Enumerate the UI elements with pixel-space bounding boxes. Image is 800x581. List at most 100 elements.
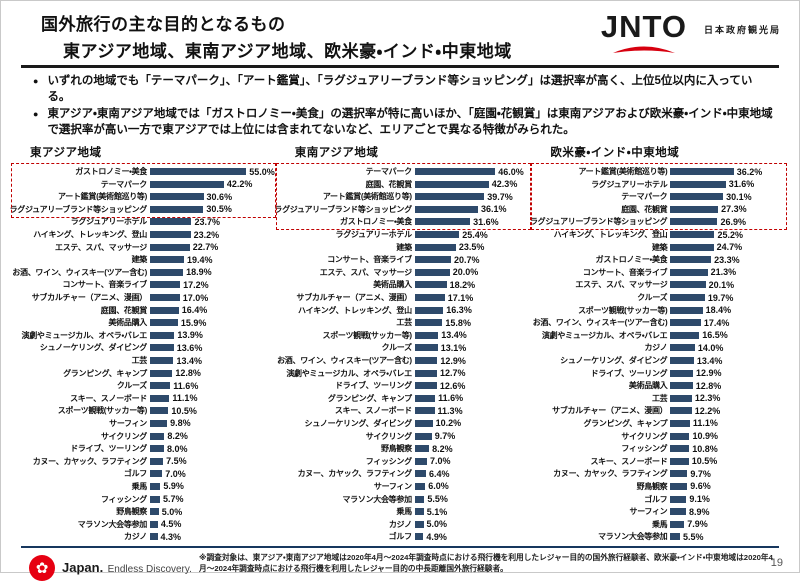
value-label: 26.9% [720, 216, 746, 227]
bar [150, 268, 184, 276]
category-label: 建築 [396, 242, 412, 252]
value-label: 12.3% [694, 393, 721, 404]
value-label: 36.1% [480, 204, 507, 215]
bar-row: 工芸 12.3% [536, 392, 786, 405]
bar-row: お酒、ワイン、ウィスキー(ツアー含む) 12.9% [277, 354, 531, 367]
bar [414, 205, 478, 213]
category-label: テーマパーク [365, 167, 413, 177]
bar-row: サイクリング 9.7% [281, 430, 531, 443]
category-label: 乗馬 [651, 519, 668, 529]
bar-row: スポーツ観戦(サッカー等) 10.5% [16, 405, 275, 418]
category-label: お酒、ワイン、ウィスキー(ツアー含む) [277, 356, 412, 366]
bar [150, 294, 180, 302]
bar [670, 168, 734, 176]
value-label: 12.9% [695, 368, 722, 379]
bar-row: 野鳥観察 5.0% [16, 505, 275, 518]
bar-row: ドライブ、ツーリング 12.6% [281, 379, 531, 392]
value-label: 15.9% [180, 317, 207, 328]
bar [670, 432, 690, 440]
value-label: 21.3% [710, 267, 737, 278]
sakura-icon: ✿ [29, 555, 55, 581]
category-label: エステ、スパ、マッサージ [55, 242, 147, 252]
chart-southeast-asia: 東南アジア地域 テーマパーク 46.0% 庭園、花観賞 42.3% アート鑑賞(美術館巡… [274, 144, 534, 543]
category-label: ラグジュアリーブランド等ショッピング [529, 217, 668, 227]
category-label: 美術品購入 [108, 318, 148, 328]
bar [150, 369, 173, 377]
category-label: 野鳥観察 [380, 444, 412, 454]
category-label: カジノ [644, 343, 668, 353]
value-label: 4.9% [426, 531, 447, 542]
bar [670, 256, 712, 264]
value-label: 12.6% [439, 380, 466, 391]
bar-row: 美術品購入 18.2% [281, 279, 531, 292]
value-label: 9.7% [434, 431, 456, 442]
bar [150, 445, 164, 453]
bar-row: スポーツ観戦(サッカー等) 13.4% [281, 329, 531, 342]
bar-row: カジノ 14.0% [536, 342, 786, 355]
slide-header: 国外旅行の主な目的となるもの 東アジア地域、東南アジア地域、欧米豪・インド・中東… [1, 1, 799, 63]
category-label: ラグジュアリーホテル [335, 230, 413, 240]
bar [670, 407, 692, 415]
category-label: グランピング、キャンプ [583, 418, 668, 428]
value-label: 7.0% [165, 468, 186, 479]
value-label: 17.0% [182, 292, 209, 303]
bar [670, 319, 701, 327]
jnto-subtitle: 日本政府観光局 [703, 25, 781, 35]
bar-row: ドライブ、ツーリング 12.9% [536, 367, 786, 380]
bar-row: カジノ 4.3% [16, 531, 275, 544]
value-label: 10.5% [691, 456, 718, 467]
category-label: ゴルフ [644, 494, 668, 504]
bar-row: 乗馬 5.1% [281, 505, 531, 518]
value-label: 5.9% [163, 481, 184, 492]
bar [150, 193, 204, 201]
chart-west-india-middleeast: 欧米豪・インド・中東地域 アート鑑賞(美術館巡り等) 36.2% ラグジュアリーホテ… [529, 144, 789, 543]
bar-row: フィッシング 10.8% [536, 442, 786, 455]
value-label: 55.0% [249, 166, 275, 177]
bar-row: サーフィン 9.8% [16, 417, 275, 430]
bar [150, 520, 158, 528]
value-label: 8.2% [167, 431, 188, 442]
bar [670, 457, 689, 465]
bar-rows: アート鑑賞(美術館巡り等) 36.2% ラグジュアリーホテル 31.6% テーマパーク 3… [529, 163, 787, 543]
value-label: 13.9% [177, 330, 203, 341]
bar [414, 218, 471, 226]
bar-row: 美術品購入 12.8% [536, 379, 786, 392]
bar [414, 180, 489, 188]
value-label: 11.3% [437, 405, 463, 416]
value-label: 24.7% [716, 242, 743, 253]
category-label: 野鳥観察 [116, 507, 147, 517]
bar-row: スキー、スノーボード 10.5% [536, 455, 786, 468]
bullet-item: ● いずれの地域でも「テーマパーク」、「アート鑑賞」、「ラグジュアリーブランド等… [31, 73, 773, 106]
chart-east-asia: 東アジア地域 ガストロノミー・美食 55.0% テーマパーク 42.2% アート鑑賞(美… [10, 144, 278, 544]
category-label: 乗馬 [396, 507, 412, 517]
category-label: 建築 [131, 255, 148, 265]
bar [150, 382, 171, 390]
bar [150, 180, 224, 188]
brand-name: Japan. [62, 560, 104, 576]
value-label: 12.9% [440, 355, 466, 366]
bar [414, 231, 460, 239]
bar [670, 520, 685, 528]
bar-row: 野鳥観察 8.2% [281, 442, 531, 455]
jnto-logo: JNTO [601, 11, 687, 59]
bar-row: シュノーケリング、ダイビング 10.2% [281, 417, 531, 430]
category-label: ラグジュアリーホテル [70, 217, 148, 227]
category-label: アート鑑賞(美術館巡り等) [578, 167, 668, 177]
bar-row: ラグジュアリーブランド等ショッピング 26.9% [529, 216, 786, 229]
bullet-text: いずれの地域でも「テーマパーク」、「アート鑑賞」、「ラグジュアリーブランド等ショ… [47, 75, 753, 104]
bar [414, 256, 451, 264]
bar [150, 256, 184, 264]
category-label: アート鑑賞(美術館巡り等) [322, 192, 412, 202]
category-label: サイクリング [100, 431, 147, 441]
category-label: お酒、ワイン、ウィスキー(ツアー含む) [12, 267, 147, 277]
bar-row: カジノ 5.0% [281, 518, 531, 531]
bar [414, 168, 496, 176]
category-label: アート鑑賞(美術館巡り等) [58, 192, 147, 202]
value-label: 7.9% [687, 519, 708, 530]
bar [150, 331, 175, 339]
value-label: 11.1% [172, 393, 198, 404]
category-label: サーフィン [629, 507, 668, 517]
bar-row: クルーズ 19.7% [536, 291, 786, 304]
category-label: スキー、スノーボード [70, 393, 147, 403]
bar-row: サーフィン 8.9% [536, 505, 786, 518]
